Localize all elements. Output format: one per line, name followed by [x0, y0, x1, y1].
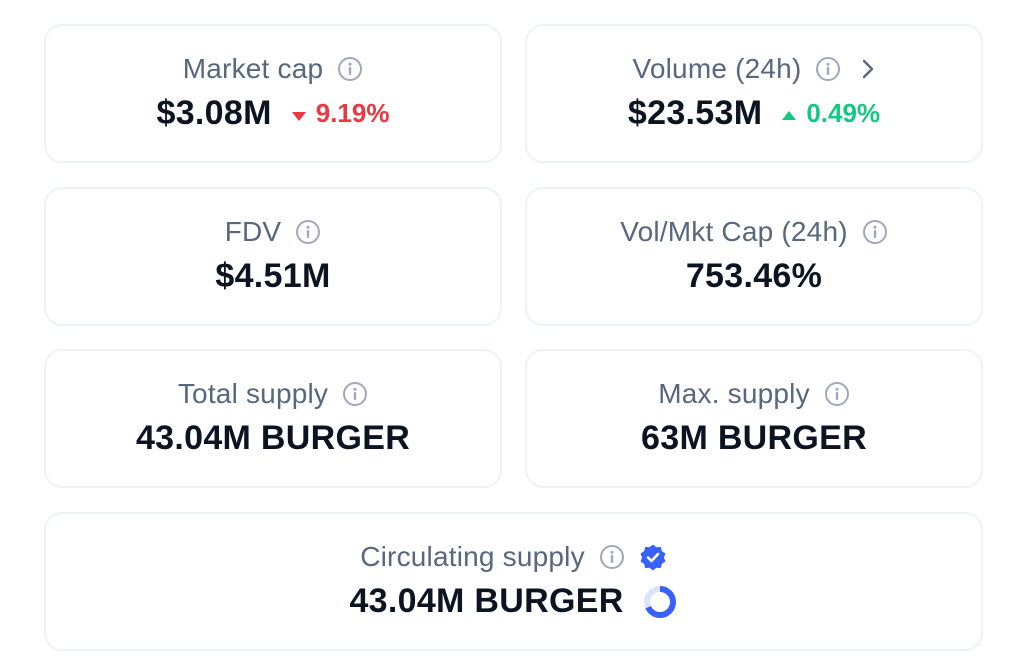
circulating-supply-value: 43.04M BURGER [349, 582, 624, 620]
verified-badge-icon[interactable] [639, 543, 667, 571]
fdv-value-row: $4.51M [215, 254, 330, 300]
vol-mkt-cap-card: Vol/Mkt Cap (24h) 753.46% [525, 187, 983, 326]
max-supply-label-row: Max. supply [658, 376, 850, 412]
chevron-right-icon[interactable] [861, 58, 875, 80]
volume-label: Volume (24h) [632, 52, 802, 84]
vol-mkt-cap-value: 753.46% [685, 257, 823, 295]
vol-mkt-cap-label-row: Vol/Mkt Cap (24h) [620, 214, 888, 250]
total-supply-card: Total supply 43.04M BURGER [44, 349, 502, 488]
info-icon[interactable] [599, 544, 625, 570]
max-supply-label: Max. supply [658, 377, 810, 409]
total-supply-label: Total supply [177, 377, 329, 409]
volume-change: 0.49% [780, 98, 880, 129]
volume-change-percent: 0.49% [806, 98, 881, 128]
max-supply-card: Max. supply 63M BURGER [525, 349, 983, 488]
info-icon[interactable] [342, 381, 368, 407]
volume-value-row: $23.53M 0.49% [628, 91, 880, 137]
info-icon[interactable] [824, 381, 850, 407]
total-supply-label-row: Total supply [178, 376, 368, 412]
market-cap-value: $3.08M [156, 94, 272, 132]
circulating-supply-value-row: 43.04M BURGER [349, 579, 677, 625]
caret-up-icon [780, 98, 798, 129]
info-icon[interactable] [815, 56, 841, 82]
fdv-label: FDV [224, 215, 282, 247]
market-cap-card: Market cap $3.08M 9.19% [44, 24, 502, 163]
total-supply-value: 43.04M BURGER [135, 419, 411, 457]
market-cap-label: Market cap [182, 52, 324, 84]
fdv-value: $4.51M [215, 257, 331, 295]
volume-label-row: Volume (24h) [633, 51, 876, 87]
vol-mkt-cap-label: Vol/Mkt Cap (24h) [620, 215, 848, 247]
supply-progress-ring-icon[interactable] [642, 584, 678, 620]
max-supply-value-row: 63M BURGER [641, 416, 867, 462]
vol-mkt-cap-value-row: 753.46% [686, 254, 822, 300]
info-icon[interactable] [862, 219, 888, 245]
circulating-supply-label-row: Circulating supply [360, 539, 667, 575]
market-cap-value-row: $3.08M 9.19% [157, 91, 390, 137]
max-supply-value: 63M BURGER [641, 419, 867, 457]
volume-value: $23.53M [627, 94, 763, 132]
volume-card[interactable]: Volume (24h) $23.53M 0.49% [525, 24, 983, 163]
market-cap-change-percent: 9.19% [315, 98, 390, 128]
supply-progress-arc [643, 585, 676, 618]
circulating-supply-label: Circulating supply [360, 540, 585, 572]
fdv-card: FDV $4.51M [44, 187, 502, 326]
total-supply-value-row: 43.04M BURGER [136, 416, 410, 462]
caret-down-icon [290, 98, 308, 129]
circulating-supply-card: Circulating supply 43.04M BURGER [44, 512, 983, 651]
market-cap-label-row: Market cap [183, 51, 364, 87]
info-icon[interactable] [295, 219, 321, 245]
market-cap-change: 9.19% [290, 98, 390, 129]
fdv-label-row: FDV [225, 214, 322, 250]
info-icon[interactable] [337, 56, 363, 82]
